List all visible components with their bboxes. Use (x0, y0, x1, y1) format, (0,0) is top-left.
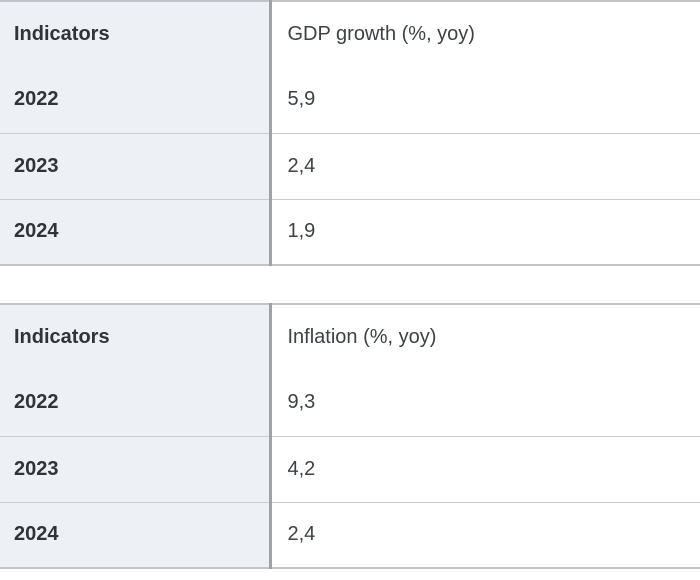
gdp-indicators-header-cell: Indicators (0, 1, 272, 67)
table-row: 2024 1,9 (0, 199, 700, 265)
year-cell: 2022 (0, 370, 272, 437)
table-row: 2022 9,3 (0, 370, 700, 437)
inflation-table-header-row: Indicators Inflation (%, yoy) (0, 304, 700, 370)
year-cell: 2022 (0, 67, 272, 134)
table-row: 2022 5,9 (0, 67, 700, 134)
value-cell: 4,2 (270, 436, 700, 503)
year-cell: 2024 (0, 502, 272, 568)
inflation-indicators-header-cell: Indicators (0, 304, 272, 370)
gdp-metric-header-cell: GDP growth (%, yoy) (270, 1, 700, 67)
gdp-growth-table: Indicators GDP growth (%, yoy) 2022 5,9 … (0, 0, 700, 266)
table-row: 2024 2,4 (0, 502, 700, 568)
inflation-metric-header-cell: Inflation (%, yoy) (270, 304, 700, 370)
value-cell: 2,4 (270, 502, 700, 568)
year-cell: 2023 (0, 436, 272, 503)
gdp-table-header-row: Indicators GDP growth (%, yoy) (0, 1, 700, 67)
value-cell: 9,3 (270, 370, 700, 437)
table-row: 2023 2,4 (0, 133, 700, 200)
year-cell: 2023 (0, 133, 272, 200)
inflation-table: Indicators Inflation (%, yoy) 2022 9,3 2… (0, 303, 700, 569)
value-cell: 5,9 (270, 67, 700, 134)
year-cell: 2024 (0, 199, 272, 265)
value-cell: 1,9 (270, 199, 700, 265)
value-cell: 2,4 (270, 133, 700, 200)
table-row: 2023 4,2 (0, 436, 700, 503)
